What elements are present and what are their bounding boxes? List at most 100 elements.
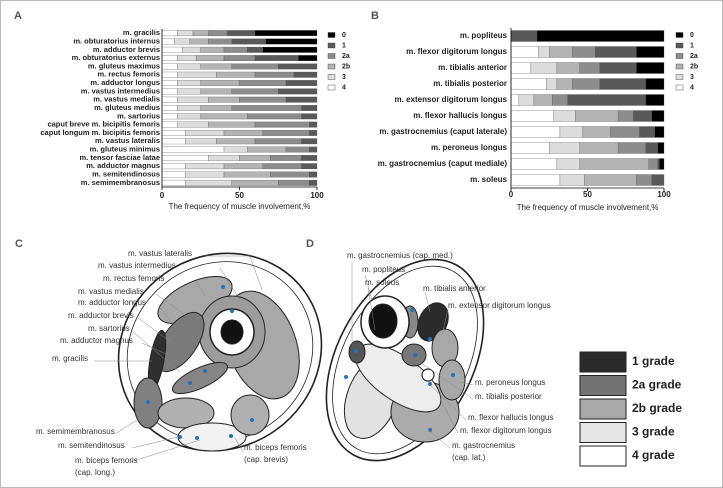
bar-segment xyxy=(636,46,665,58)
legend-swatch xyxy=(327,53,336,59)
legend-swatch xyxy=(327,74,336,80)
bar-segment xyxy=(659,158,665,170)
category-label: m. gastrocnemius (caput mediale) xyxy=(378,159,508,168)
bar-segment xyxy=(617,110,634,122)
bar-segment xyxy=(617,142,646,154)
category-label: m. soleus xyxy=(470,175,507,184)
bar-segment xyxy=(301,138,318,145)
category-label: m. tibialis anterior xyxy=(438,63,507,72)
legend-swatch xyxy=(675,42,684,49)
bar-segment xyxy=(161,55,178,62)
muscle-label: m. tibialis posterior xyxy=(475,392,542,401)
bar-segment xyxy=(254,30,318,37)
legend-label: 2b grade xyxy=(632,401,682,415)
bar-segment xyxy=(247,113,302,120)
legend-label: 4 xyxy=(342,84,346,91)
muscle-label: m. tibialis anterior xyxy=(423,284,486,293)
bar-segment xyxy=(285,80,318,86)
bar-segment xyxy=(177,80,201,86)
bar-segment xyxy=(200,113,248,120)
bar-segment xyxy=(309,146,318,153)
bar-segment xyxy=(247,46,263,53)
x-axis-title: The frequency of muscle involvement,% xyxy=(169,202,311,211)
category-label: m. peroneus longus xyxy=(431,143,508,152)
bar-segment xyxy=(572,46,596,58)
bar-segment xyxy=(510,30,538,42)
bar-segment xyxy=(208,38,232,45)
bar-segment xyxy=(301,113,318,120)
bar-segment xyxy=(572,78,600,90)
category-label: m. tibialis posterior xyxy=(433,79,507,88)
bar-segment xyxy=(546,78,558,90)
bar-segment xyxy=(216,138,256,145)
bar-segment xyxy=(177,121,209,128)
bar-segment xyxy=(599,78,646,90)
bar-segment xyxy=(536,30,665,42)
bar-segment xyxy=(510,78,547,90)
bar-segment xyxy=(293,71,318,78)
bar-segment xyxy=(298,55,318,62)
bar-segment xyxy=(161,105,178,111)
bar-segment xyxy=(510,94,519,106)
bar-segment xyxy=(579,62,600,74)
category-label: m. adductor longus xyxy=(90,78,160,87)
bar-segment xyxy=(208,30,228,37)
bar-segment xyxy=(262,46,318,53)
bar-segment xyxy=(216,71,256,78)
bar-segment xyxy=(192,30,209,37)
bar-segment xyxy=(185,130,225,136)
bar-segment xyxy=(177,63,201,70)
bar-segment xyxy=(648,158,659,170)
bar-segment xyxy=(549,142,581,154)
bar-segment xyxy=(177,71,217,78)
panel-label: A xyxy=(14,10,22,22)
bar-segment xyxy=(278,63,318,70)
category-label: m. extensor digitorum longus xyxy=(395,95,508,104)
muscle-label: m. sartorius xyxy=(88,324,130,333)
bar-segment xyxy=(254,55,299,62)
legend-swatch xyxy=(327,84,336,91)
bar-segment xyxy=(239,154,271,161)
leader-lines xyxy=(94,255,263,463)
legend-label: 1 xyxy=(690,42,694,49)
muscle-label: m. adductor longus xyxy=(78,298,146,307)
bar-segment xyxy=(161,88,178,95)
bar-segment xyxy=(161,146,225,153)
bar-segment xyxy=(262,130,310,136)
muscle-label: m. biceps femoris xyxy=(244,443,307,452)
bar-segment xyxy=(309,171,318,178)
bar-segment xyxy=(309,130,318,136)
bar-segment xyxy=(177,105,201,111)
bar-segment xyxy=(265,38,318,45)
bar-segment xyxy=(223,130,263,136)
legend-label: 2a xyxy=(690,53,698,60)
bar-segment xyxy=(200,80,240,86)
legend-swatch xyxy=(579,351,627,373)
bar-segment xyxy=(301,105,318,111)
muscle-label: m. semitendinosus xyxy=(58,441,125,450)
legend-swatch xyxy=(675,32,684,38)
bar-segment xyxy=(239,96,287,103)
bar-segment xyxy=(510,110,554,122)
category-label: m. semimembranosus xyxy=(81,178,160,187)
bar-segment xyxy=(595,46,637,58)
muscle-label: m. flexor hallucis longus xyxy=(468,413,553,422)
leader-lines xyxy=(351,262,474,449)
muscle-label: m. extensor digitorum longus xyxy=(448,301,551,310)
bar-segment xyxy=(223,46,248,53)
category-label: caput breve m. bicipitis femoris xyxy=(47,120,160,129)
bar-segment xyxy=(239,80,287,86)
bar-segment xyxy=(579,142,619,154)
legend-label: 4 grade xyxy=(632,448,675,462)
category-label: m. flexor hallucis longus xyxy=(413,111,507,120)
bar-segment xyxy=(161,171,186,178)
bar-segment xyxy=(510,62,532,74)
category-label: m. semitendinosus xyxy=(92,170,160,179)
muscle-label: m. adductor brevis xyxy=(68,311,134,320)
bar-segment xyxy=(549,46,573,58)
muscle-label: m. peroneus longus xyxy=(475,378,545,387)
bar-segment xyxy=(177,88,201,95)
legend-swatch xyxy=(675,84,684,91)
bar-segment xyxy=(161,121,178,128)
muscle-label: m. gastrocnemius (cap. med.) xyxy=(347,251,453,260)
